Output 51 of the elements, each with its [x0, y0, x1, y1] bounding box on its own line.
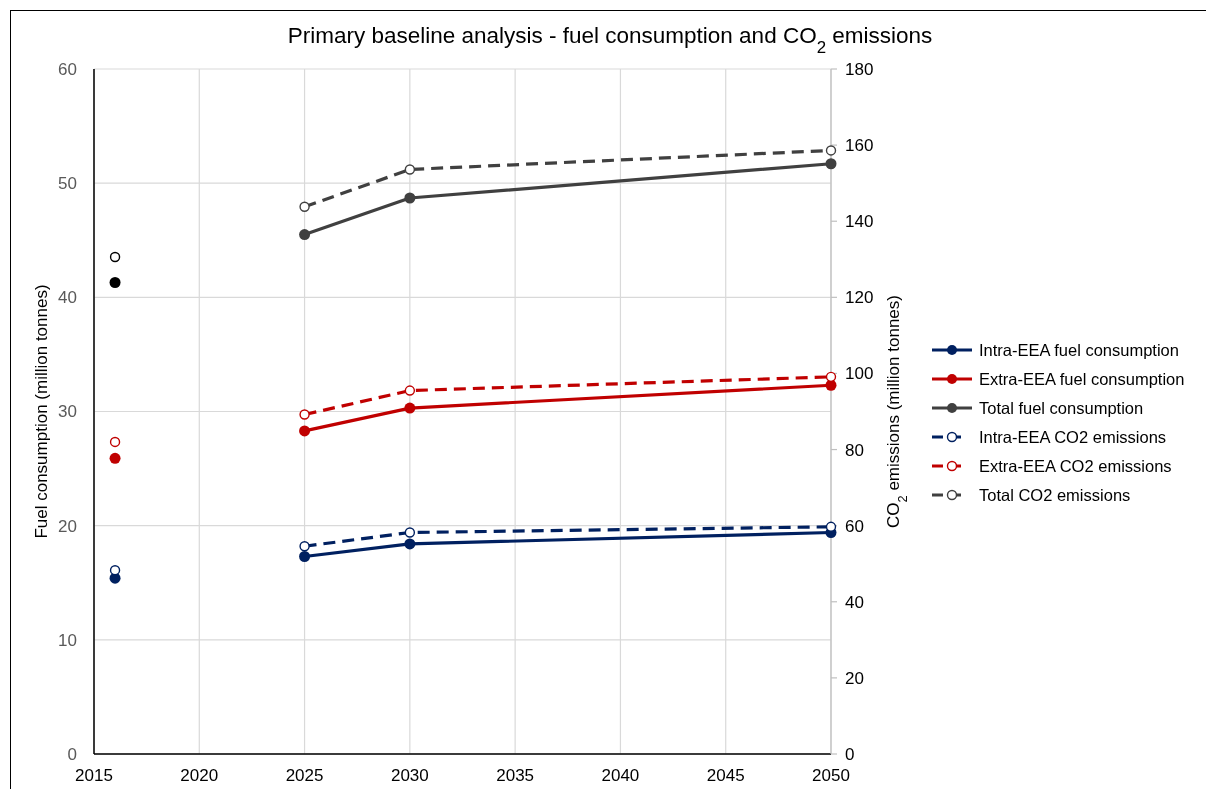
y-tick-label: 20	[58, 516, 77, 536]
point	[404, 192, 416, 204]
x-tick-label: 2020	[180, 765, 219, 785]
point	[404, 402, 416, 414]
y2-tick-label: 140	[845, 212, 874, 232]
point	[299, 425, 311, 437]
chart-title: Primary baseline analysis - fuel consumption and CO$_{2}$ emissions	[287, 23, 933, 57]
point	[404, 385, 416, 396]
y2-tick-label: 20	[845, 668, 864, 688]
point	[299, 201, 310, 212]
y-tick-label: 30	[58, 402, 77, 422]
point	[404, 538, 416, 550]
x-tick-label: 2040	[601, 765, 640, 785]
y-tick-label: 40	[58, 288, 77, 308]
legend-label: Intra-EEA fuel consumption	[979, 340, 1179, 359]
legend-label: Intra-EEA CO2 emissions	[979, 427, 1167, 446]
legend-label: Extra-EEA CO2 emissions	[979, 456, 1172, 475]
legend-label: Extra-EEA fuel consumption	[979, 369, 1185, 388]
y2-tick-label: 60	[845, 516, 864, 536]
y2-tick-label: 160	[845, 136, 874, 156]
point	[299, 541, 310, 552]
y-tick-label: 60	[58, 59, 77, 79]
y2-tick-label: 180	[845, 59, 874, 79]
y-axis-title: Fuel consumption (million tonnes)	[32, 284, 51, 539]
point	[299, 550, 311, 562]
x-tick-label: 2015	[75, 765, 113, 785]
point	[825, 145, 837, 156]
point	[299, 409, 310, 420]
legend-label: Total CO2 emissions	[979, 485, 1131, 504]
y2-tick-label: 120	[845, 288, 874, 308]
x-tick-label: 2030	[390, 765, 429, 785]
x-tick-label: 2025	[285, 765, 324, 785]
point	[109, 251, 121, 263]
point	[109, 436, 121, 448]
point	[299, 229, 311, 241]
x-tick-label: 2035	[496, 765, 535, 785]
point	[404, 527, 416, 538]
point	[109, 452, 121, 464]
y-tick-label: 50	[58, 174, 77, 194]
y2-tick-label: 100	[845, 364, 874, 384]
y2-tick-label: 0	[845, 744, 855, 764]
point	[825, 158, 837, 170]
point	[109, 276, 121, 288]
point	[404, 164, 416, 175]
y2-tick-label: 40	[845, 592, 864, 612]
y-tick-label: 10	[58, 630, 77, 650]
x-tick-label: 2050	[812, 765, 850, 785]
legend-label: Total fuel consumption	[979, 398, 1144, 417]
y-tick-label: 0	[67, 744, 77, 764]
x-tick-label: 2045	[706, 765, 745, 785]
y2-tick-label: 80	[845, 440, 864, 460]
